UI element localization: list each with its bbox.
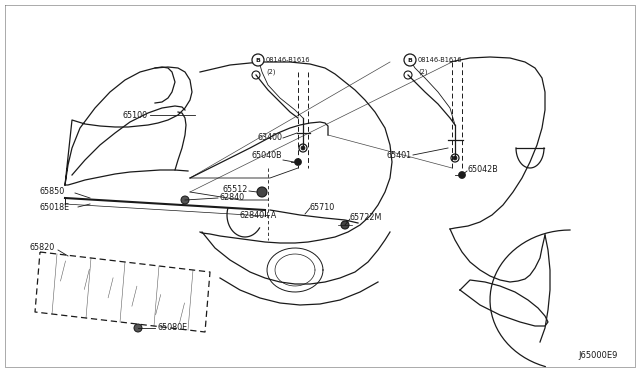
Circle shape [134,324,142,332]
Text: 65401: 65401 [387,151,412,160]
Text: 65100: 65100 [123,110,148,119]
Circle shape [257,187,267,197]
Circle shape [252,54,264,66]
Text: 65512: 65512 [223,186,248,195]
Text: 62840+A: 62840+A [240,211,277,219]
Circle shape [301,146,305,150]
Text: 65042B: 65042B [468,166,499,174]
Text: 65722M: 65722M [350,214,382,222]
Circle shape [404,54,416,66]
Circle shape [181,196,189,204]
Circle shape [458,171,465,179]
Text: 65820: 65820 [30,244,55,253]
Text: B: B [408,58,412,62]
Text: (2): (2) [418,69,428,75]
Text: 65850: 65850 [40,187,65,196]
Circle shape [453,156,457,160]
Text: 62840: 62840 [220,193,245,202]
Circle shape [341,221,349,229]
Text: 65710: 65710 [310,202,335,212]
Text: 08146-B1616: 08146-B1616 [266,57,310,63]
Circle shape [294,158,301,166]
Text: 63400: 63400 [257,134,282,142]
Text: 65018E: 65018E [40,202,70,212]
Text: J65000E9: J65000E9 [579,350,618,359]
Text: B: B [255,58,260,62]
Text: (2): (2) [266,69,275,75]
Text: 65080E: 65080E [157,324,187,333]
Text: 08146-B1616: 08146-B1616 [418,57,463,63]
Text: 65040B: 65040B [252,151,282,160]
